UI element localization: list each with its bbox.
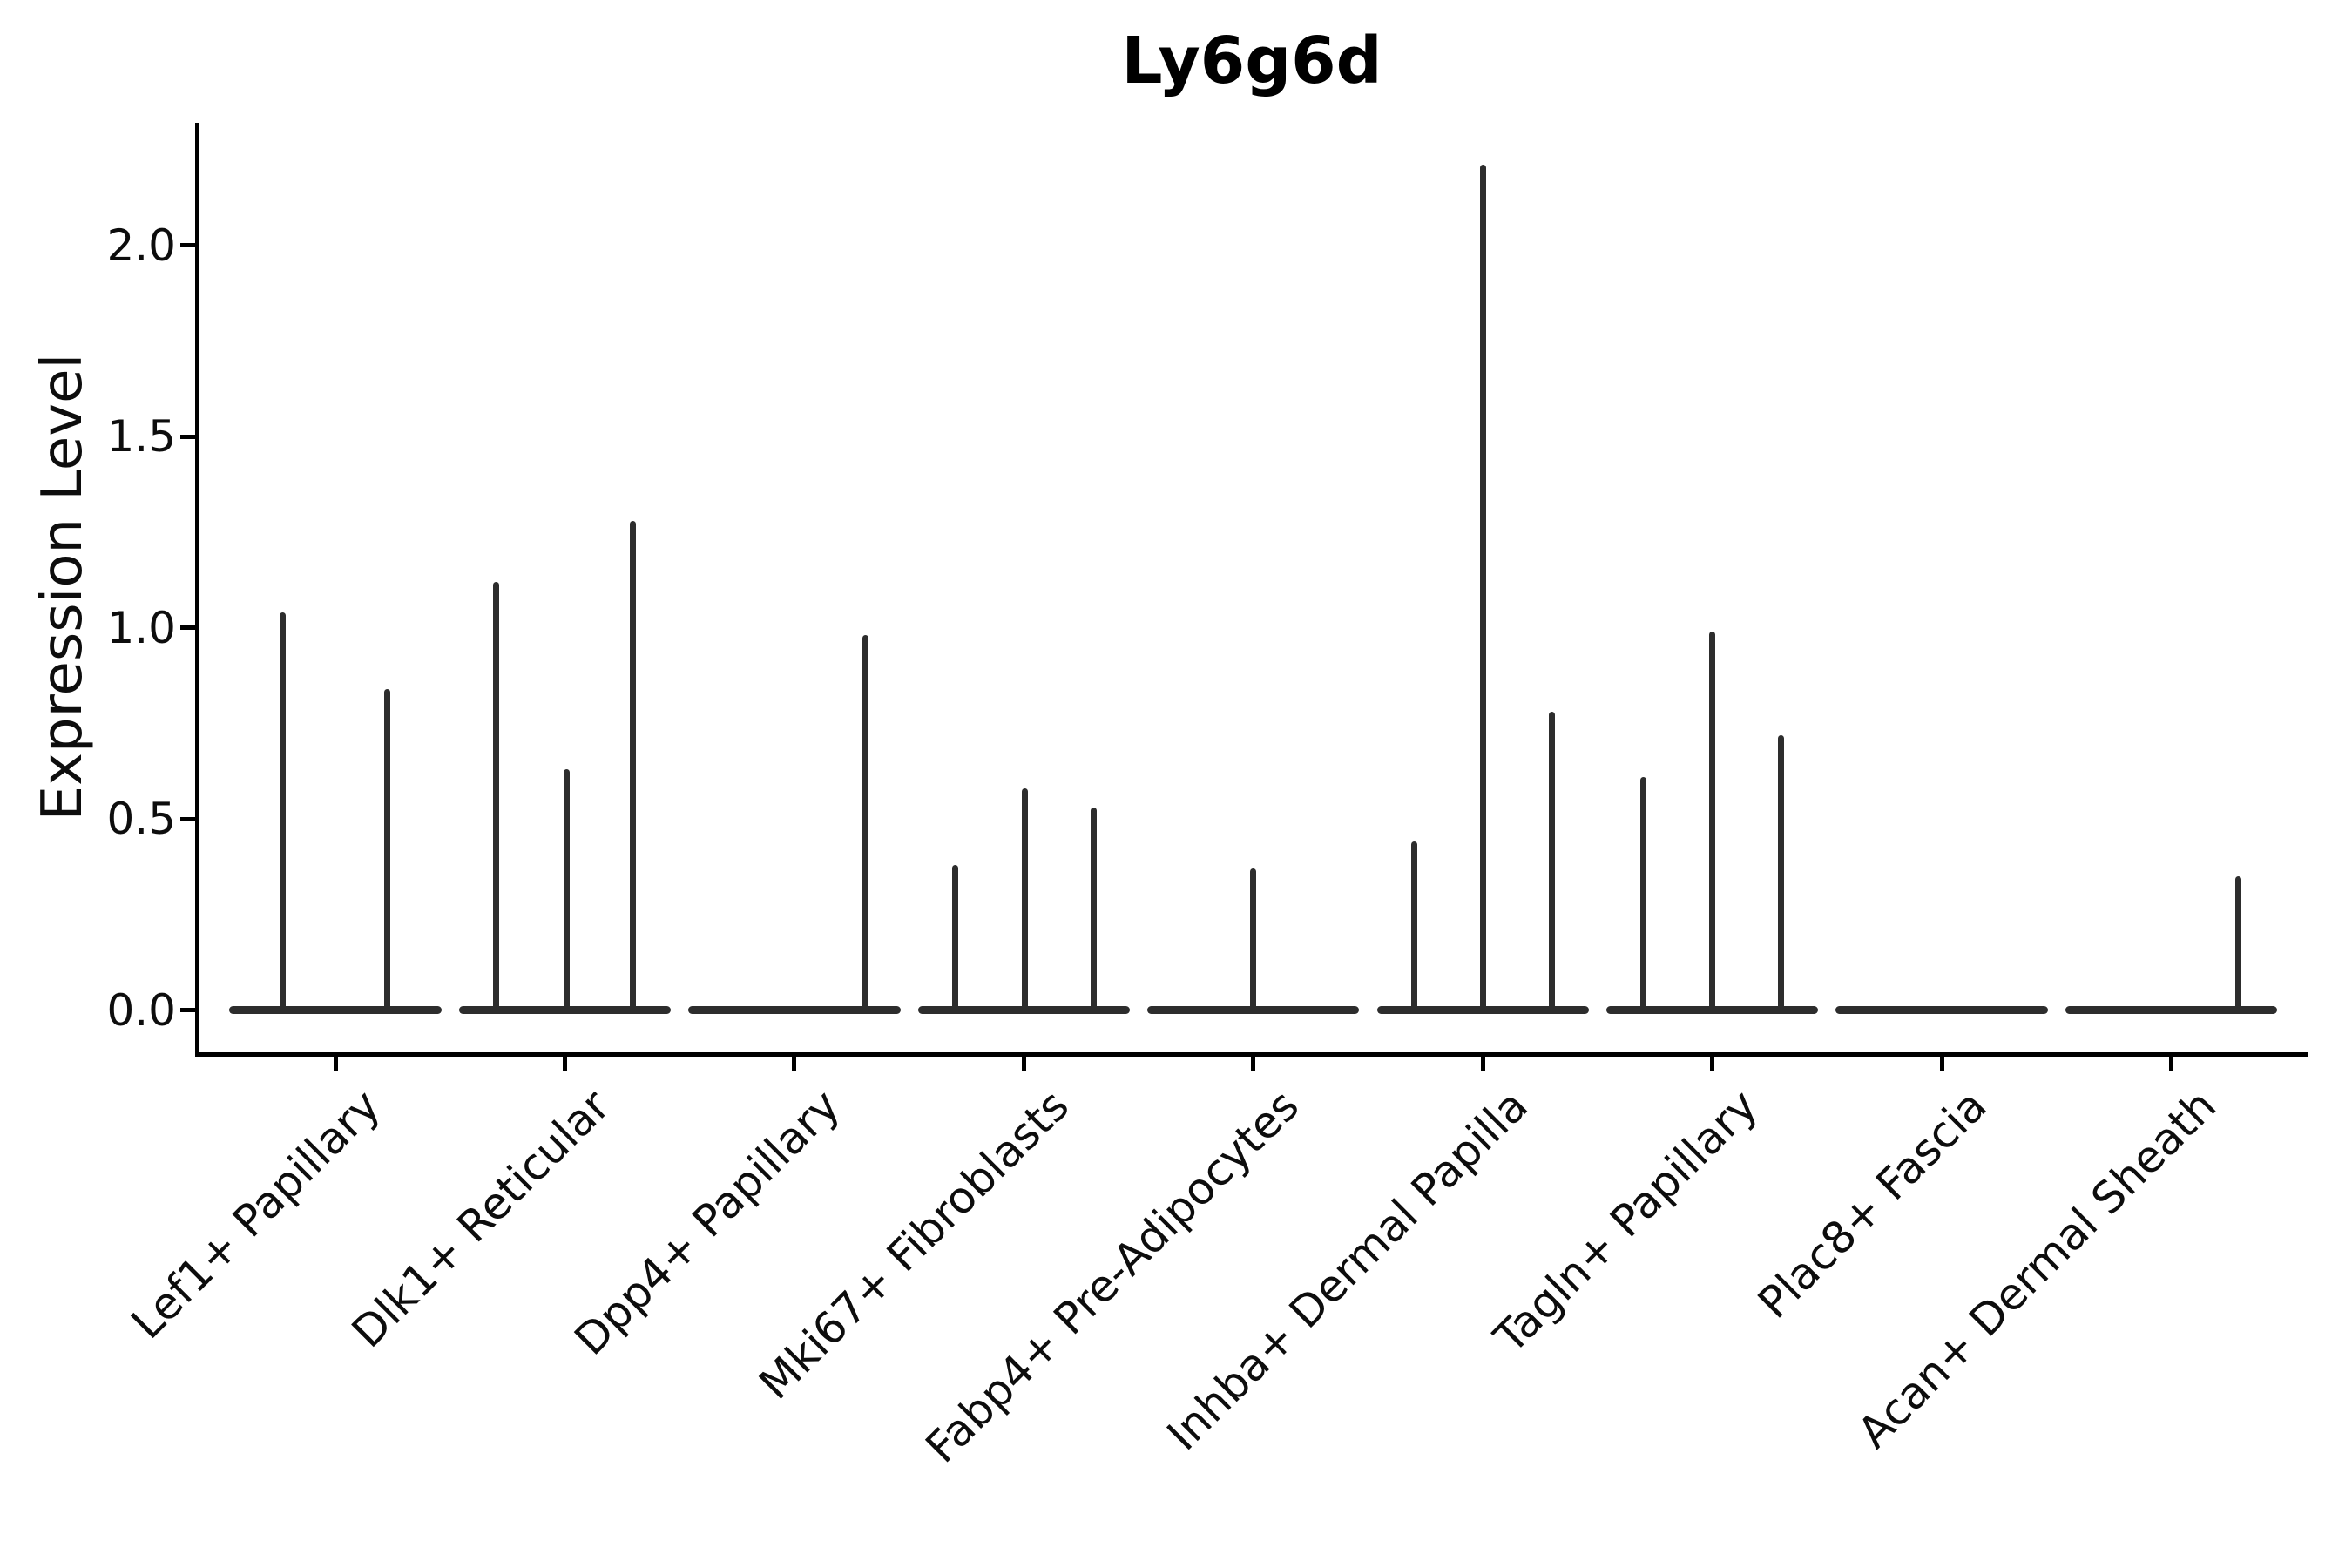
x-tick-label: Fabp4+ Pre-Adipocytes (916, 1080, 1308, 1473)
chart-title: Ly6g6d (1121, 24, 1382, 98)
violin-spike (1022, 788, 1029, 1015)
violin-spike (862, 635, 868, 1015)
violin-baseline (688, 1006, 901, 1015)
violin-spike (1640, 776, 1647, 1015)
violin-spike (280, 612, 287, 1015)
y-tick (180, 816, 195, 821)
x-tick (1710, 1057, 1715, 1071)
x-tick (792, 1057, 797, 1071)
x-tick (1021, 1057, 1026, 1071)
violin-spike (383, 688, 390, 1015)
y-tick (180, 625, 195, 631)
x-tick (1251, 1057, 1256, 1071)
y-tick-label: 0.5 (106, 794, 176, 845)
violin-spike (1250, 868, 1257, 1015)
y-tick (180, 243, 195, 247)
x-tick (1480, 1057, 1485, 1071)
violin-baseline (2065, 1006, 2278, 1015)
y-tick (180, 1008, 195, 1013)
y-tick-label: 1.0 (106, 602, 176, 653)
y-axis-label: Expression Level (30, 353, 95, 821)
x-tick-label: Lef1+ Papillary (121, 1080, 391, 1349)
violin-spike (1091, 807, 1098, 1015)
violin-spike (1548, 712, 1555, 1015)
violin-spike (951, 864, 958, 1015)
y-axis-spine (195, 123, 199, 1057)
violin-spike (630, 520, 637, 1015)
y-tick-label: 0.0 (106, 984, 176, 1036)
violin-spike (563, 769, 570, 1015)
y-tick-label: 1.5 (106, 411, 176, 463)
x-tick (1939, 1057, 1944, 1071)
x-axis-spine (195, 1052, 2308, 1057)
x-tick (333, 1057, 338, 1071)
violin-spike (1778, 734, 1785, 1015)
x-tick (562, 1057, 567, 1071)
violin-spike (2235, 876, 2242, 1015)
violin-baseline (1835, 1006, 2048, 1015)
x-tick-label: Plac8+ Fascia (1748, 1080, 1997, 1328)
violin-baseline (229, 1006, 442, 1015)
y-tick-label: 2.0 (106, 220, 176, 271)
violin-spike (1479, 165, 1486, 1015)
violin-spike (1410, 841, 1417, 1015)
violin-spike (493, 581, 500, 1015)
violin-spike (1709, 631, 1716, 1015)
x-tick (2169, 1057, 2174, 1071)
y-tick (180, 434, 195, 439)
